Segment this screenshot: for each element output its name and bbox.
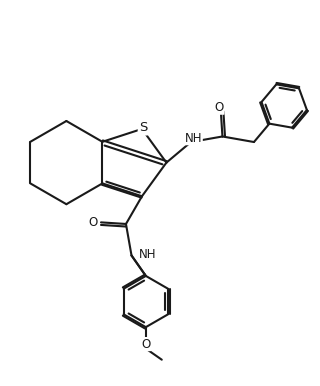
Text: O: O xyxy=(141,338,150,350)
Text: NH: NH xyxy=(139,248,156,261)
Text: NH: NH xyxy=(185,132,202,145)
Text: O: O xyxy=(88,216,97,229)
Text: O: O xyxy=(215,101,224,114)
Text: S: S xyxy=(139,122,147,134)
